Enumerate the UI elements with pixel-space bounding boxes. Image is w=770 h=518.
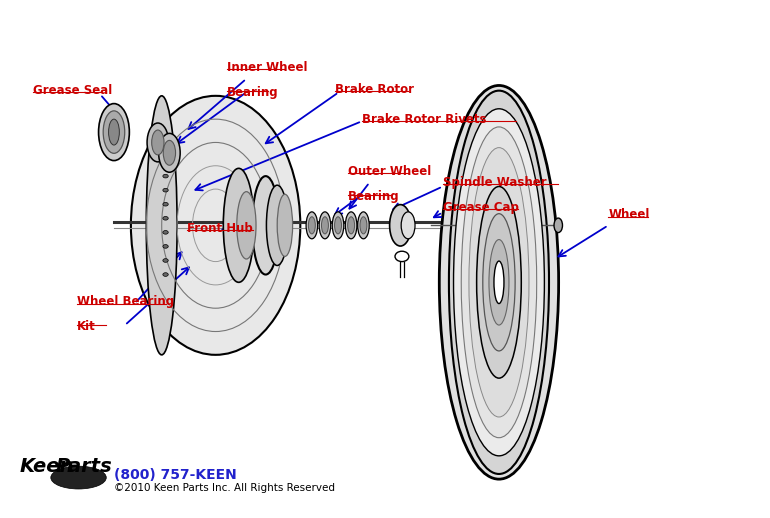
Ellipse shape (163, 217, 168, 220)
Ellipse shape (477, 186, 521, 378)
Ellipse shape (306, 212, 317, 239)
Ellipse shape (333, 212, 343, 239)
Text: Keen: Keen (19, 457, 74, 476)
Ellipse shape (103, 111, 125, 153)
Text: Grease Cap: Grease Cap (443, 201, 519, 214)
Ellipse shape (159, 134, 180, 172)
Ellipse shape (401, 212, 415, 239)
Text: Bearing: Bearing (227, 86, 279, 99)
Text: (800) 757-KEEN: (800) 757-KEEN (114, 468, 236, 482)
Ellipse shape (390, 205, 411, 246)
Ellipse shape (147, 123, 169, 162)
Ellipse shape (163, 273, 168, 277)
Ellipse shape (99, 104, 129, 161)
Text: Kit: Kit (77, 320, 95, 333)
Text: Bearing: Bearing (348, 190, 400, 203)
Ellipse shape (146, 96, 177, 355)
Ellipse shape (277, 194, 293, 256)
Ellipse shape (320, 212, 331, 239)
Ellipse shape (334, 217, 341, 234)
Ellipse shape (483, 214, 515, 351)
Ellipse shape (554, 218, 563, 233)
Ellipse shape (469, 148, 529, 417)
Ellipse shape (308, 217, 316, 234)
Ellipse shape (163, 203, 168, 206)
Text: Grease Seal: Grease Seal (33, 84, 112, 97)
Ellipse shape (51, 466, 106, 489)
Text: Wheel: Wheel (608, 208, 650, 221)
Ellipse shape (461, 127, 537, 438)
Ellipse shape (357, 212, 370, 239)
Ellipse shape (163, 258, 168, 262)
Ellipse shape (237, 192, 256, 259)
Ellipse shape (322, 217, 328, 234)
Ellipse shape (152, 130, 164, 155)
Text: ©2010 Keen Parts Inc. All Rights Reserved: ©2010 Keen Parts Inc. All Rights Reserve… (114, 483, 335, 493)
Ellipse shape (345, 212, 357, 239)
Ellipse shape (360, 217, 367, 234)
Ellipse shape (449, 91, 549, 474)
Ellipse shape (163, 231, 168, 234)
Ellipse shape (131, 96, 300, 355)
Ellipse shape (163, 189, 168, 192)
Text: Brake Rotor: Brake Rotor (335, 83, 414, 96)
Text: Outer Wheel: Outer Wheel (348, 165, 431, 178)
Text: Front Hub: Front Hub (187, 222, 253, 235)
Ellipse shape (494, 261, 504, 304)
Text: Brake Rotor Rivets: Brake Rotor Rivets (362, 113, 487, 126)
Ellipse shape (163, 140, 176, 165)
Ellipse shape (252, 176, 279, 275)
Text: Wheel Bearing: Wheel Bearing (77, 295, 178, 308)
Ellipse shape (163, 175, 168, 178)
Ellipse shape (347, 217, 354, 234)
Text: Spindle Washer: Spindle Washer (443, 176, 547, 189)
Ellipse shape (109, 119, 119, 145)
Ellipse shape (163, 244, 168, 248)
Ellipse shape (223, 168, 254, 282)
Ellipse shape (439, 85, 559, 479)
Ellipse shape (454, 109, 544, 456)
Ellipse shape (266, 185, 288, 266)
Ellipse shape (489, 239, 509, 325)
Text: Parts: Parts (55, 457, 112, 476)
Text: Inner Wheel: Inner Wheel (227, 61, 308, 74)
